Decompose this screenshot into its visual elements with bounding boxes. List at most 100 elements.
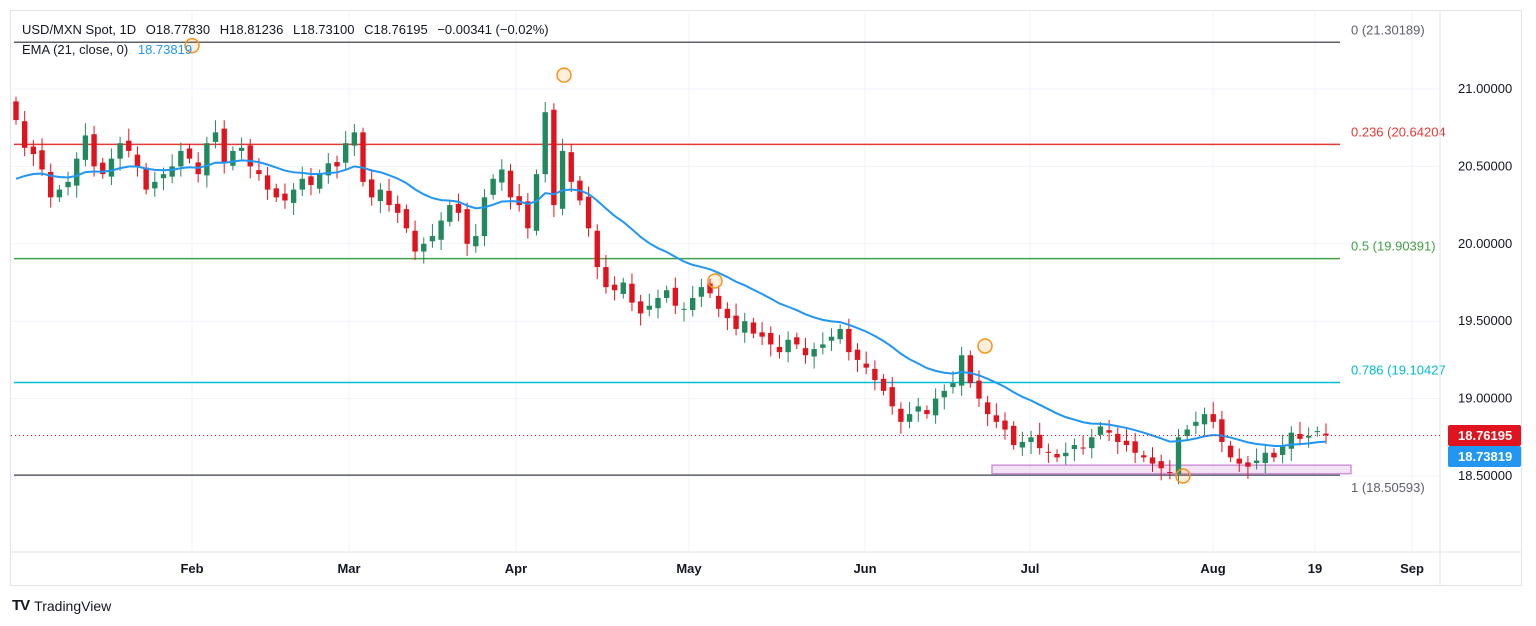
candle-body <box>733 315 739 329</box>
x-tick-label: Feb <box>180 561 203 576</box>
candle-body <box>212 132 219 142</box>
candle-body <box>785 339 791 353</box>
candle-body <box>108 158 115 177</box>
candle-body <box>334 162 340 167</box>
candles <box>13 96 1329 485</box>
candle-body <box>264 175 271 190</box>
candle-body <box>30 146 37 155</box>
grid-layer <box>11 11 1440 552</box>
candle-body <box>958 355 965 386</box>
candle-body <box>950 383 956 388</box>
candle-body <box>663 290 670 298</box>
candle-body <box>290 189 297 203</box>
ohlc-legend: USD/MXN Spot, 1D O18.77830 H18.81236 L18… <box>22 22 555 37</box>
candle-body <box>21 121 28 148</box>
candle-body <box>1167 471 1173 473</box>
candle-body <box>629 283 635 303</box>
candle-body <box>221 128 227 164</box>
y-tick-label: 18.50000 <box>1458 468 1512 483</box>
brand-footer[interactable]: TV TradingView <box>12 597 111 614</box>
candle-body <box>230 150 236 166</box>
candle-body <box>1193 421 1199 426</box>
candle-body <box>672 287 679 306</box>
y-tick-label: 20.50000 <box>1458 158 1512 173</box>
candle-body <box>872 368 878 381</box>
candle-body <box>13 101 19 120</box>
candle-body <box>716 295 722 309</box>
candle-body <box>82 135 89 160</box>
candle-body <box>143 167 149 190</box>
candle-body <box>924 410 930 415</box>
candle-body <box>1080 447 1086 449</box>
swing-point-marker <box>977 338 993 354</box>
candle-body <box>369 179 375 198</box>
candle-body <box>507 170 514 198</box>
candle-body <box>742 321 748 333</box>
candle-body <box>898 408 904 422</box>
candle-body <box>1123 440 1130 446</box>
candle-body <box>186 148 193 159</box>
support-zone <box>991 464 1352 475</box>
x-tick-label: Jun <box>853 561 876 576</box>
y-tick-label: 20.00000 <box>1458 236 1512 251</box>
candle-body <box>1279 445 1286 455</box>
candle-body <box>794 337 800 345</box>
last-price-label: 18.76195 <box>1448 425 1521 447</box>
candle-body <box>412 230 418 252</box>
candle-body <box>1227 445 1234 458</box>
candle-body <box>308 176 314 185</box>
candle-body <box>56 189 63 198</box>
candle-body <box>39 150 45 170</box>
candle-body <box>776 346 783 353</box>
candle-body <box>542 112 548 175</box>
candle-body <box>1210 414 1216 422</box>
candle-body <box>837 328 843 340</box>
candle-body <box>863 363 869 368</box>
candle-body <box>802 348 809 356</box>
candle-body <box>1314 431 1321 433</box>
candle-body <box>169 166 175 177</box>
swing-point-marker <box>556 67 572 83</box>
swing-point-marker <box>1175 468 1191 484</box>
candle-body <box>1253 460 1260 463</box>
candle-body <box>1288 432 1294 449</box>
low-value: L18.73100 <box>293 22 355 37</box>
candle-body <box>637 301 644 314</box>
candle-body <box>1045 451 1052 453</box>
candle-body <box>1184 429 1190 437</box>
swing-point-marker <box>707 273 723 289</box>
candle-body <box>880 378 887 391</box>
candle-body <box>993 415 1000 422</box>
candle-body <box>1305 435 1312 438</box>
candle-body <box>386 190 392 206</box>
candle-body <box>1063 452 1069 457</box>
candle-body <box>1132 441 1138 453</box>
candle-body <box>915 406 921 412</box>
chart-frame[interactable] <box>10 10 1522 586</box>
fib-level-label: 0.236 (20.64204 <box>1351 124 1446 139</box>
candle-body <box>1002 420 1008 430</box>
ema-line <box>15 159 1327 447</box>
candle-body <box>811 349 817 357</box>
candle-body <box>724 308 731 319</box>
candle-body <box>360 132 366 182</box>
x-tick-label: Apr <box>505 561 527 576</box>
candle-body <box>273 188 279 198</box>
candle-body <box>74 158 80 186</box>
y-tick-label: 19.00000 <box>1458 391 1512 406</box>
candle-body <box>889 387 895 407</box>
candle-body <box>941 390 947 398</box>
high-value: H18.81236 <box>219 22 284 37</box>
symbol-label[interactable]: USD/MXN Spot, 1D <box>22 22 137 37</box>
candle-body <box>1219 419 1225 442</box>
candle-body <box>559 150 566 209</box>
candle-body <box>551 109 557 206</box>
candle-body <box>1106 430 1112 433</box>
ema-legend[interactable]: EMA (21, close, 0) 18.73819 <box>22 42 198 57</box>
candle-body <box>299 178 305 190</box>
candle-body <box>1262 452 1268 463</box>
candle-body <box>646 305 653 310</box>
candle-body <box>204 143 210 176</box>
fib-level-label: 0.786 (19.10427 <box>1351 362 1446 377</box>
